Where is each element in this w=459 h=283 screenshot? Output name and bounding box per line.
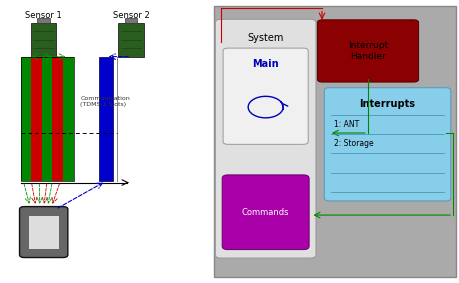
Bar (99, 57, 112, 181)
Bar (118, 23, 143, 57)
Bar (213, 6, 455, 277)
Bar (42, 57, 52, 181)
Bar (31, 57, 42, 181)
FancyBboxPatch shape (223, 48, 308, 144)
Text: Interrupts: Interrupts (359, 99, 414, 109)
FancyBboxPatch shape (215, 19, 315, 258)
Bar (63, 57, 73, 181)
Text: 2: Storage: 2: Storage (334, 139, 373, 148)
Bar (124, 18, 137, 23)
FancyBboxPatch shape (222, 175, 308, 250)
Bar (21, 57, 73, 181)
Text: Interrupt
Handler: Interrupt Handler (347, 41, 387, 61)
Text: System: System (247, 33, 283, 42)
FancyBboxPatch shape (317, 20, 418, 82)
Text: 1: ANT: 1: ANT (334, 120, 359, 129)
Text: Sensor 1: Sensor 1 (25, 11, 62, 20)
Bar (21, 57, 31, 181)
Bar (52, 57, 63, 181)
Text: Communication
(TDMS-1 Slots): Communication (TDMS-1 Slots) (80, 97, 130, 107)
Bar (37, 18, 50, 23)
FancyBboxPatch shape (324, 88, 450, 201)
FancyBboxPatch shape (19, 207, 68, 258)
Text: Sensor 2: Sensor 2 (112, 11, 149, 20)
Text: Commands: Commands (241, 208, 289, 217)
Bar (28, 216, 59, 249)
Bar (31, 23, 56, 57)
Text: Main: Main (252, 59, 278, 69)
